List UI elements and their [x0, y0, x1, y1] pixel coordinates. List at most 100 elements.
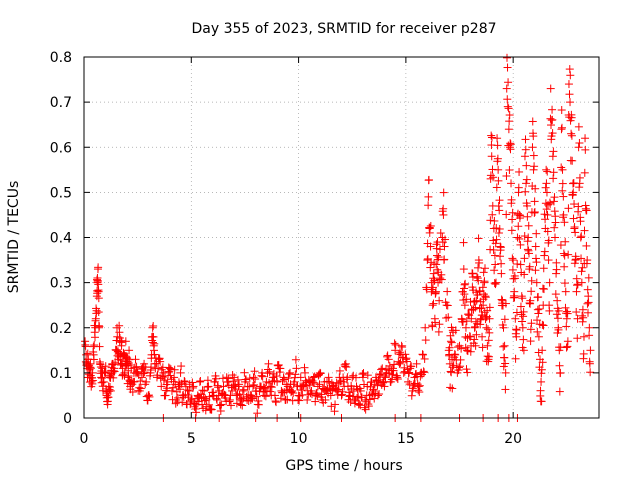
data-point [429, 269, 438, 278]
data-point [491, 280, 500, 289]
data-point [242, 392, 251, 401]
data-point [564, 204, 573, 213]
data-point [503, 102, 512, 111]
x-tick-label: 10 [290, 431, 308, 447]
data-point [508, 208, 517, 217]
data-point [555, 361, 564, 370]
data-point [188, 378, 197, 387]
data-point [548, 115, 557, 124]
data-point [400, 363, 409, 372]
data-point [434, 327, 443, 336]
data-point [381, 373, 390, 382]
data-point [446, 367, 455, 376]
data-point [225, 397, 234, 406]
data-point [530, 162, 539, 171]
data-point [198, 386, 207, 395]
data-point [552, 269, 561, 278]
data-point [340, 382, 349, 391]
data-point [204, 382, 213, 391]
data-point [233, 375, 242, 384]
data-point [504, 104, 513, 113]
data-point [125, 355, 134, 364]
data-point [575, 183, 584, 192]
data-point [149, 321, 158, 330]
data-point [194, 397, 203, 406]
data-point [523, 245, 532, 254]
data-point [549, 168, 558, 177]
data-point [559, 249, 568, 258]
data-point [581, 134, 590, 143]
data-point [551, 218, 560, 227]
data-point [353, 385, 362, 394]
data-point [478, 283, 487, 292]
data-point [276, 394, 285, 403]
data-point [357, 393, 366, 402]
data-point [546, 199, 555, 208]
data-point [165, 364, 174, 373]
data-point [582, 241, 591, 250]
data-point [556, 369, 565, 378]
data-point [145, 371, 154, 380]
data-point [487, 152, 496, 161]
data-point [500, 315, 509, 324]
data-point [130, 363, 139, 372]
data-point [435, 296, 444, 305]
data-point [485, 352, 494, 361]
data-point [542, 205, 551, 214]
data-point [280, 375, 289, 384]
data-point [578, 263, 587, 272]
data-point [391, 346, 400, 355]
data-point [501, 359, 510, 368]
data-point [362, 391, 371, 400]
data-point [363, 371, 372, 380]
data-point [550, 193, 559, 202]
data-point [162, 380, 171, 389]
data-point [544, 236, 553, 245]
data-point [530, 208, 539, 217]
data-point [508, 215, 517, 224]
data-point [195, 377, 204, 386]
data-point [531, 242, 540, 251]
data-point [238, 386, 247, 395]
data-point [247, 393, 256, 402]
data-point [136, 377, 145, 386]
data-point [559, 192, 568, 201]
data-point [463, 368, 472, 377]
data-point [531, 266, 540, 275]
data-point [571, 255, 580, 264]
data-point [489, 245, 498, 254]
data-point [578, 317, 587, 326]
data-point [236, 400, 245, 409]
data-point [289, 388, 298, 397]
data-point [502, 84, 511, 93]
data-point [502, 172, 511, 181]
data-point [531, 184, 540, 193]
data-point [456, 355, 465, 364]
data-point [380, 372, 389, 381]
data-point [494, 202, 503, 211]
data-point [574, 122, 583, 131]
data-point [398, 343, 407, 352]
data-point [421, 323, 430, 332]
data-point [274, 360, 283, 369]
data-point [375, 370, 384, 379]
data-point [211, 374, 220, 383]
data-point [586, 346, 595, 355]
data-point [248, 394, 257, 403]
data-point [94, 286, 103, 295]
data-point [407, 362, 416, 371]
data-point [514, 222, 523, 231]
data-point [252, 392, 261, 401]
data-point [81, 342, 90, 351]
data-point [180, 377, 189, 386]
data-point [428, 283, 437, 292]
data-point [568, 179, 577, 188]
data-point [481, 264, 490, 273]
data-point [527, 287, 536, 296]
data-point [522, 175, 531, 184]
data-point [140, 368, 149, 377]
data-point [349, 386, 358, 395]
data-point [360, 380, 369, 389]
data-point [543, 167, 552, 176]
data-point [245, 374, 254, 383]
